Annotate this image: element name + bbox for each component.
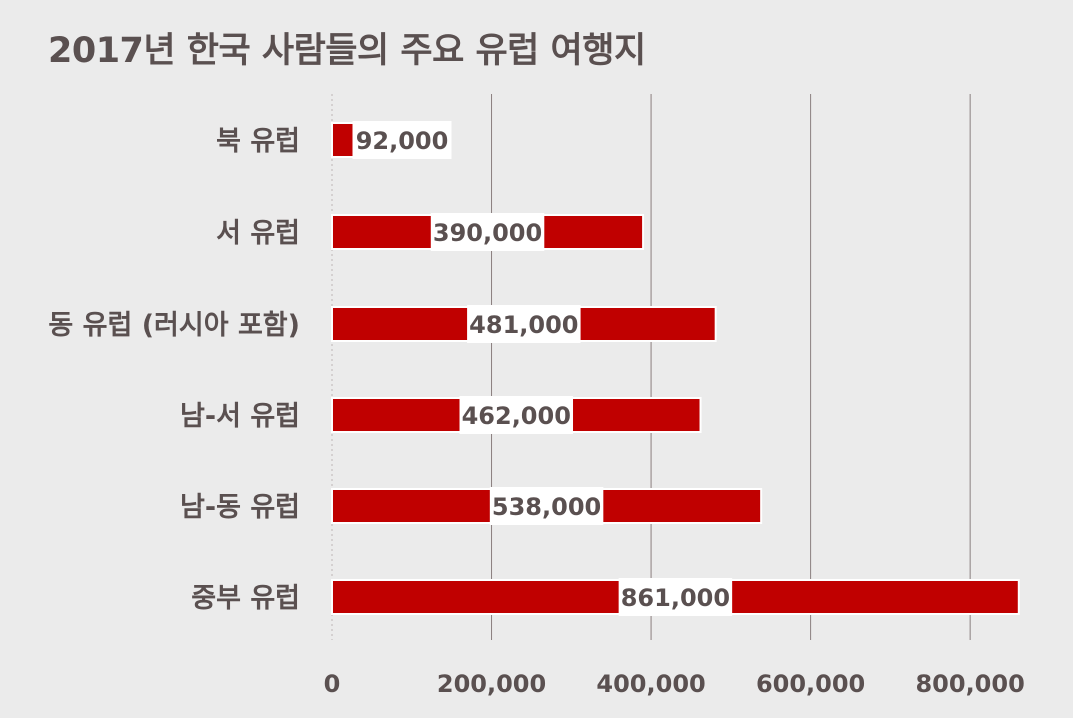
x-tick-label: 800,000 <box>915 670 1024 698</box>
data-label-box <box>467 305 581 343</box>
data-label: 92,000 <box>356 127 449 155</box>
x-tick-label: 200,000 <box>437 670 546 698</box>
x-tick-label-layer: 0 200,000 400,000 600,000 800,000 <box>324 670 1025 698</box>
bar-layer <box>331 122 1020 615</box>
x-tick-label: 400,000 <box>596 670 705 698</box>
category-label: 중부 유럽 <box>191 583 300 614</box>
data-label-box <box>459 396 574 434</box>
data-label: 462,000 <box>462 402 571 430</box>
data-label-box <box>430 213 545 251</box>
data-label-box <box>489 487 604 525</box>
category-label: 동 유럽 (러시아 포함) <box>48 310 300 341</box>
x-tick-label: 0 <box>324 670 341 698</box>
data-label: 390,000 <box>433 219 542 247</box>
data-label: 538,000 <box>492 493 601 521</box>
data-label: 861,000 <box>621 584 730 612</box>
category-label: 북 유럽 <box>216 126 300 157</box>
data-label: 481,000 <box>469 311 578 339</box>
category-label: 남-동 유럽 <box>180 492 300 523</box>
data-label-layer: 92,000 390,000 481,000 462,000 538,000 861,00… <box>352 121 733 616</box>
x-tick-label: 600,000 <box>756 670 865 698</box>
grid-layer <box>331 94 971 640</box>
data-label-box <box>352 121 452 159</box>
chart-title: 2017년 한국 사람들의 주요 유럽 여행지 <box>48 31 646 71</box>
category-label: 서 유럽 <box>216 218 300 249</box>
category-label: 남-서 유럽 <box>180 401 300 432</box>
data-label-box <box>618 578 733 616</box>
